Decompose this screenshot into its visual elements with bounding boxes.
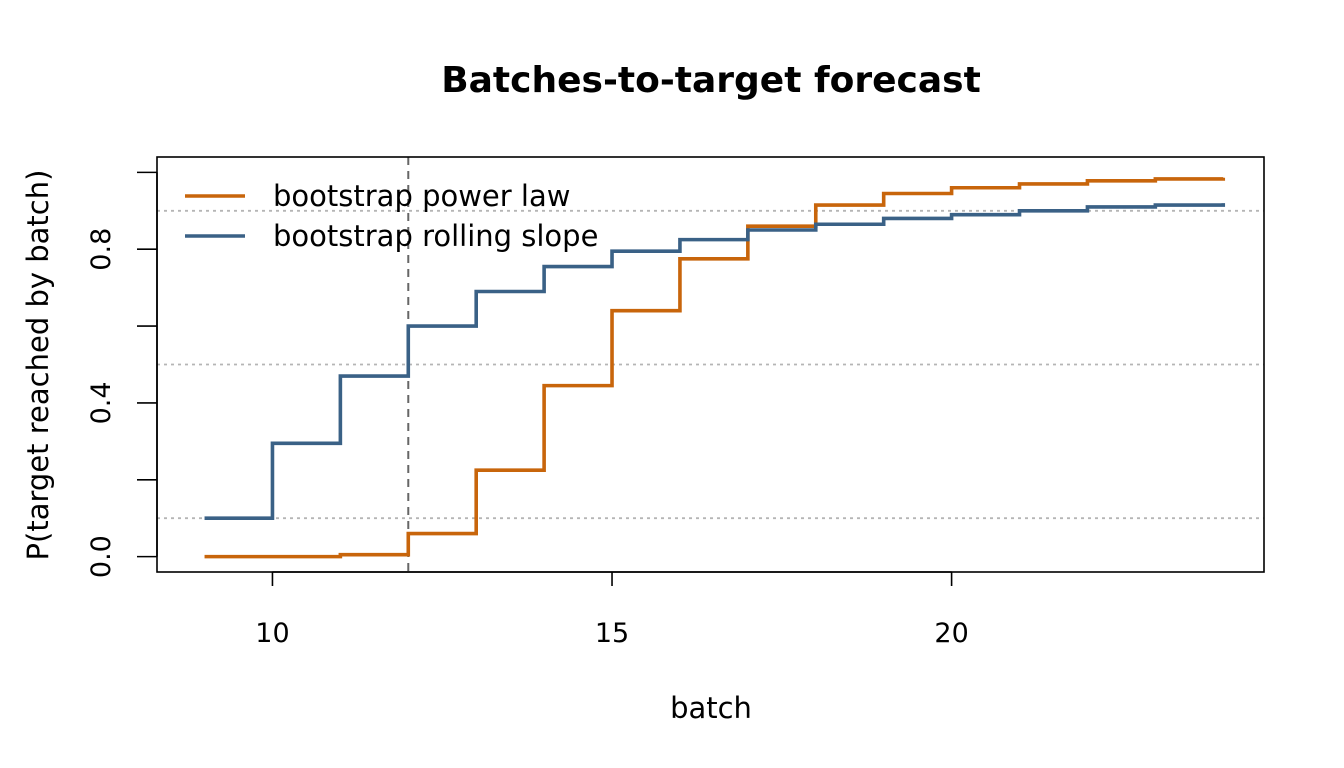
x-axis-label: batch [670, 691, 752, 725]
x-axis: 10 15 20 [255, 571, 969, 649]
series-layer [204, 177, 1226, 559]
series-line-1 [204, 203, 1226, 521]
y-axis-label: P(target reached by batch) [21, 170, 55, 561]
legend: bootstrap power law bootstrap rolling slo… [185, 179, 598, 253]
y-axis: 0.0 0.4 0.8 [86, 171, 158, 578]
reference-hlines [157, 209, 1264, 520]
chart-title: Batches-to-target forecast [441, 60, 981, 101]
x-tick-label-1: 15 [595, 618, 629, 649]
legend-label-0: bootstrap power law [273, 179, 570, 213]
x-tick-label-0: 10 [255, 618, 289, 649]
y-tick-label-2: 0.4 [86, 381, 117, 424]
y-tick-label-4: 0.8 [86, 228, 117, 271]
series-line-0 [204, 177, 1226, 559]
legend-label-1: bootstrap rolling slope [273, 219, 598, 253]
y-tick-label-0: 0.0 [86, 535, 117, 578]
x-tick-label-2: 20 [934, 618, 968, 649]
